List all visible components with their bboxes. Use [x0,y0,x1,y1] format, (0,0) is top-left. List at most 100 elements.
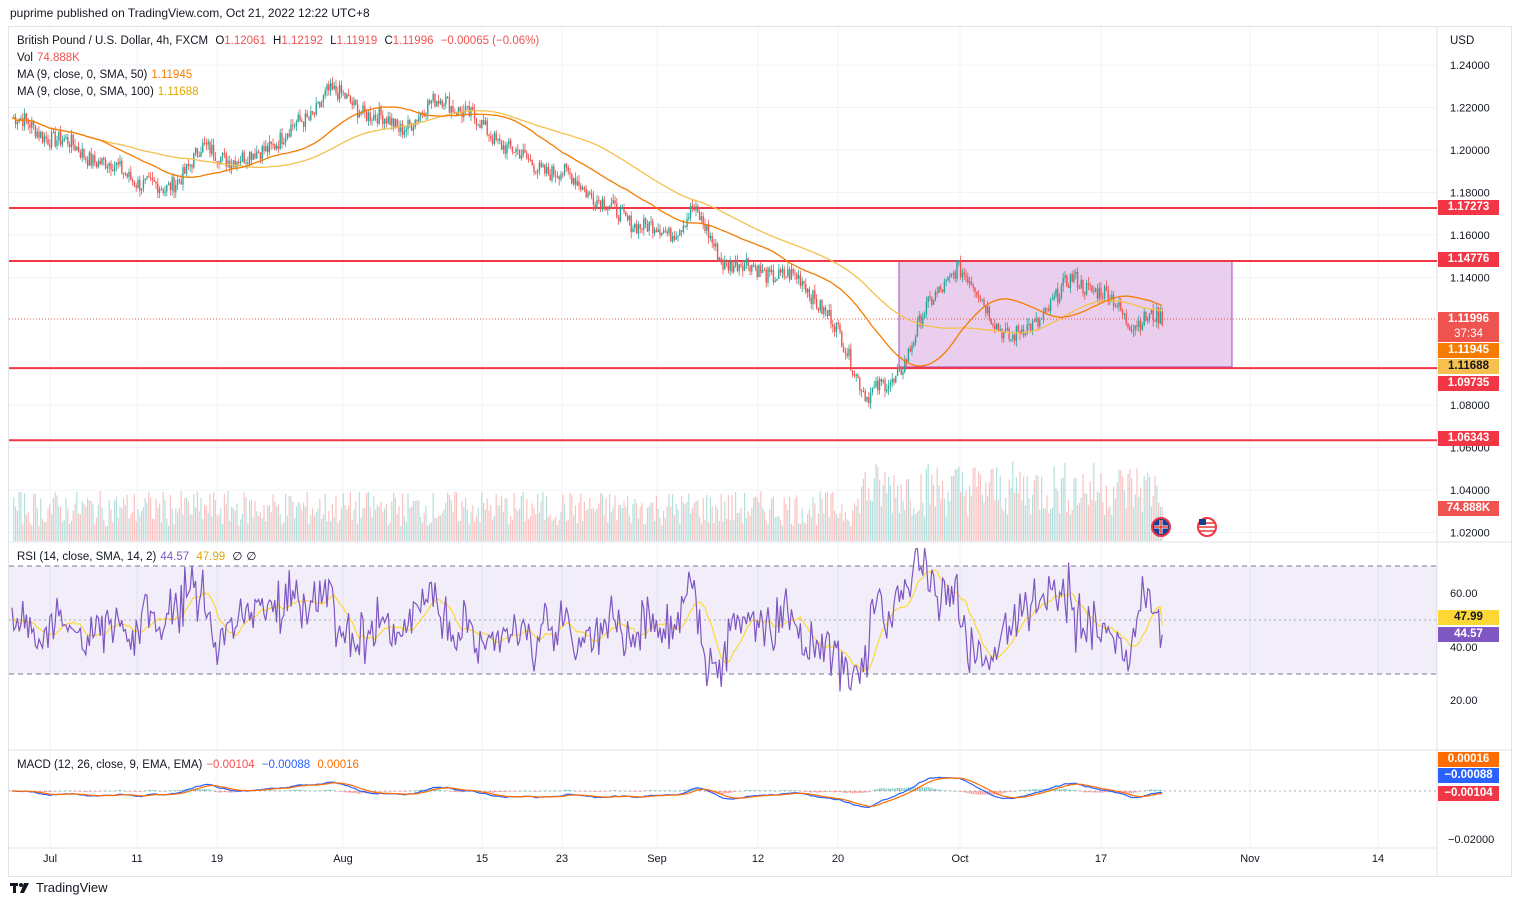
candle-body [164,191,166,193]
volume-bar [904,510,906,541]
candle-body [234,160,236,168]
macd-histogram-bar [459,791,461,793]
macd-histogram-bar [893,788,895,791]
candle-body [248,151,251,164]
candle-body [893,378,895,383]
macd-histogram-bar [204,789,206,791]
macd-histogram-bar [52,791,54,792]
volume-bar [1048,513,1050,541]
candle-body [765,269,767,283]
volume-bar [1131,478,1133,541]
volume-bar [45,521,47,541]
volume-bar [720,494,722,541]
macd-histogram-bar [702,790,704,792]
candle-body [707,225,710,239]
candle-body [99,160,101,165]
macd-histogram-bar [241,791,243,792]
candle-body [189,164,191,166]
volume-bar [481,492,483,541]
candle-body [1051,299,1054,301]
volume-bar [182,514,184,541]
volume-bar [54,492,56,541]
candle-body [1031,320,1034,332]
macd-histogram-bar [812,791,814,793]
candle-body [556,176,559,178]
volume-bar [1111,515,1113,541]
volume-bar [265,521,267,541]
macd-histogram-bar [1001,791,1003,794]
macd-histogram-bar [207,789,209,791]
volume-bar [1150,506,1152,541]
candle-body [896,369,899,376]
macd-histogram-bar [583,791,585,792]
candle-body [652,221,654,234]
price-tick: 1.08000 [1450,400,1490,412]
macd-histogram-bar [484,791,486,792]
macd-histogram-bar [798,790,800,792]
macd-histogram-bar [591,791,593,792]
candle-body [949,275,951,277]
macd-histogram-bar [556,790,558,792]
volume-bar [1096,491,1098,541]
candle-body [581,187,584,190]
candle-body [117,162,119,165]
candle-body [459,107,461,113]
macd-histogram-bar [330,789,332,791]
uk-flag-icon[interactable] [1151,517,1171,537]
macd-histogram-bar [632,791,634,792]
macd-histogram-bar [340,791,342,792]
us-flag-icon[interactable] [1197,517,1217,537]
volume-bar [371,516,373,541]
volume-bar [259,512,261,541]
macd-histogram-bar [429,788,431,791]
candle-body [851,370,854,375]
candle-body [662,230,665,234]
candle-body [808,288,811,297]
candle-body [351,102,353,106]
macd-histogram-bar [108,790,110,792]
candle-body [59,131,62,145]
volume-bar [276,506,278,541]
volume-bar [115,496,117,541]
candle-body [833,326,836,332]
macd-histogram-bar [670,790,672,792]
macd-histogram-bar [1068,789,1070,791]
volume-bar [1055,488,1057,541]
macd-histogram-bar [276,790,278,792]
candle-body [938,286,940,293]
candle-body [1145,311,1147,321]
macd-histogram-bar [634,791,636,792]
candle-body [1089,284,1091,286]
macd-histogram-bar [396,791,398,792]
macd-histogram-bar [657,790,659,792]
candle-body [162,189,164,193]
volume-bar [891,512,893,541]
candle-body [509,140,512,147]
candle-body [860,390,863,392]
tradingview-logo[interactable]: TradingView [10,880,108,895]
macd-histogram-bar [567,789,569,791]
candle-body [333,85,335,89]
volume-bar [967,516,969,541]
volume-bar [686,501,688,541]
price-tick: 1.18000 [1450,188,1490,200]
volume-bar [677,509,679,541]
candle-body [1004,328,1007,332]
volume-bar [328,510,330,541]
macd-histogram-bar [380,791,382,792]
volume-bar [218,514,220,541]
candle-body [916,320,919,337]
time-tick: 11 [131,853,142,865]
macd-histogram-bar [675,790,677,792]
candle-body [936,292,938,294]
macd-histogram-bar [601,791,603,792]
macd-histogram-bar [1010,791,1012,793]
macd-histogram-bar [569,789,571,791]
volume-bar [202,519,204,541]
candle-body [261,146,263,160]
candle-body [1120,301,1122,311]
macd-histogram-bar [493,791,495,793]
candle-body [122,173,125,175]
volume-bar [466,509,468,541]
